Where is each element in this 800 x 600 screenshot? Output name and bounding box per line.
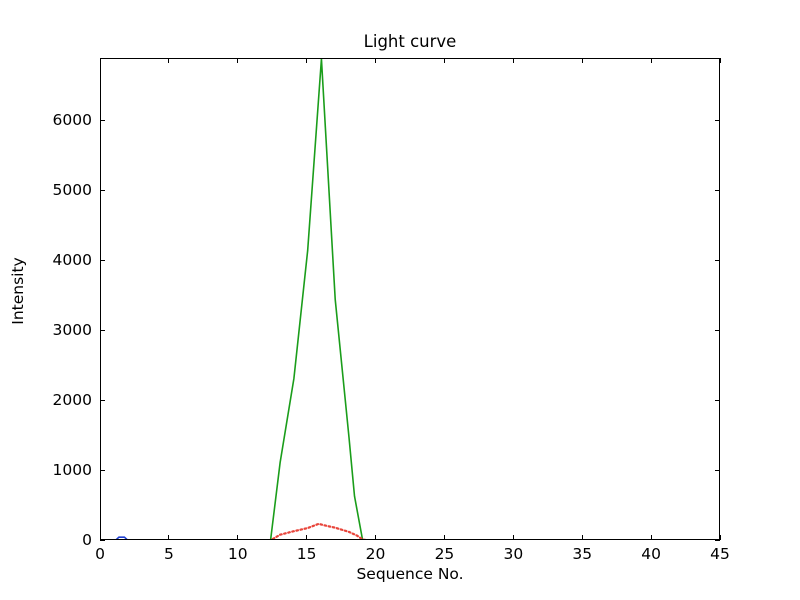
y-axis-label-wrapper: Intensity [0, 0, 27, 324]
y-tick-label: 2000 [52, 391, 92, 409]
x-tick-label: 25 [434, 545, 455, 563]
y-tick-mark-right [715, 399, 720, 401]
x-tick-label: 45 [710, 545, 730, 563]
x-tick-mark-top [237, 58, 239, 63]
x-tick-mark [168, 535, 170, 540]
x-tick-mark [306, 535, 308, 540]
x-tick-label: 30 [503, 545, 524, 563]
x-axis-label: Sequence No. [356, 565, 464, 583]
y-tick-label: 0 [82, 531, 92, 549]
chart-title: Light curve [363, 32, 457, 51]
y-tick-mark-right [715, 259, 720, 261]
x-tick-mark-top [99, 58, 101, 63]
series-layer [115, 59, 368, 539]
x-tick-label: 10 [227, 545, 248, 563]
y-tick-mark [100, 329, 105, 331]
x-tick-mark-top [512, 58, 514, 63]
x-tick-label: 40 [641, 545, 661, 563]
x-tick-mark [719, 535, 721, 540]
y-tick-mark-right [715, 469, 720, 471]
x-tick-mark [237, 535, 239, 540]
x-tick-mark [443, 535, 446, 540]
plot-svg [115, 59, 368, 539]
x-tick-label: 20 [365, 545, 386, 563]
y-tick-mark-right [715, 329, 720, 331]
x-tick-mark [581, 535, 583, 540]
y-axis-label: Intensity [9, 257, 27, 325]
y-tick-mark [100, 399, 105, 401]
x-tick-label: 0 [95, 545, 105, 563]
y-tick-mark [100, 539, 105, 541]
x-tick-mark-top [581, 58, 583, 63]
y-tick-label: 5000 [52, 181, 92, 199]
x-tick-mark [99, 535, 101, 540]
x-tick-mark-top [306, 58, 308, 63]
plot-area[interactable] [100, 58, 720, 540]
y-tick-mark [100, 189, 105, 191]
y-tick-mark [100, 469, 105, 471]
x-tick-label: 35 [572, 545, 593, 563]
y-tick-mark-right [715, 189, 720, 191]
y-tick-mark [100, 119, 105, 121]
x-tick-mark [650, 535, 652, 540]
series-blue-series [115, 536, 128, 539]
x-tick-mark-top [443, 58, 446, 63]
x-tick-mark-top [168, 58, 170, 63]
x-tick-label: 15 [296, 545, 317, 563]
y-tick-mark-right [715, 539, 720, 541]
y-tick-label-group: 0 1000 2000 3000 4000 5000 6000 [42, 0, 92, 600]
y-tick-label: 3000 [52, 321, 92, 339]
x-tick-mark-top [719, 58, 721, 63]
y-tick-label: 4000 [52, 251, 92, 269]
x-tick-mark [512, 535, 514, 540]
x-tick-mark [375, 535, 377, 540]
x-tick-mark-top [650, 58, 652, 63]
y-tick-label: 1000 [52, 461, 92, 479]
y-tick-mark [100, 259, 105, 261]
y-tick-mark-right [715, 119, 720, 121]
x-tick-label: 5 [163, 545, 174, 563]
y-tick-label: 6000 [52, 111, 92, 130]
x-tick-mark-top [375, 58, 377, 63]
